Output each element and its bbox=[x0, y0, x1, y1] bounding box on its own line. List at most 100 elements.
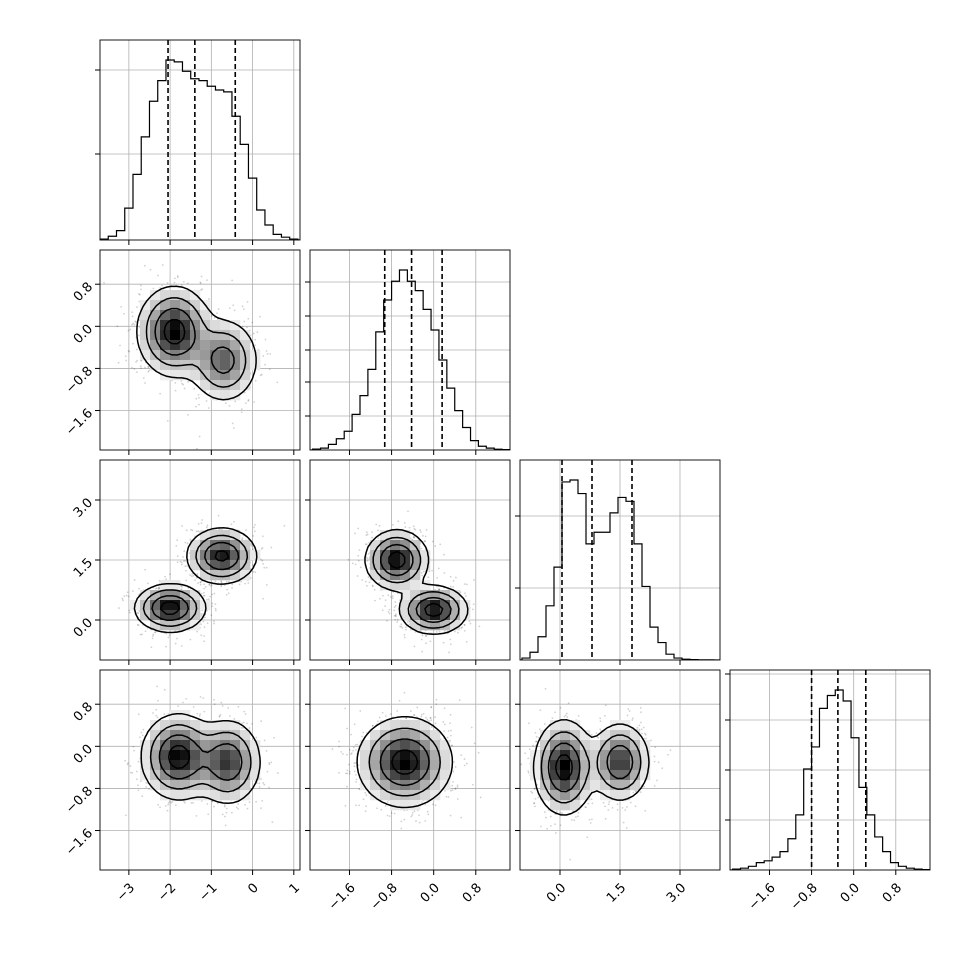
sample-point bbox=[357, 527, 360, 530]
sample-point bbox=[269, 353, 272, 355]
sample-point bbox=[157, 803, 160, 806]
sample-point bbox=[218, 715, 221, 718]
density-cell bbox=[220, 560, 231, 571]
density-cell bbox=[230, 340, 241, 351]
sample-point bbox=[197, 522, 200, 525]
sample-point bbox=[154, 631, 156, 634]
sample-point bbox=[147, 365, 150, 368]
sample-point bbox=[155, 587, 158, 589]
density-cell bbox=[140, 340, 151, 351]
density-cell bbox=[210, 390, 221, 401]
sample-point bbox=[394, 601, 397, 603]
sample-point bbox=[249, 577, 252, 579]
density-cell bbox=[190, 550, 201, 561]
density-cell bbox=[420, 550, 431, 561]
contour-line bbox=[159, 550, 230, 616]
panel-grid bbox=[305, 460, 510, 665]
sample-point bbox=[198, 403, 200, 406]
sample-point bbox=[138, 293, 140, 295]
sample-point bbox=[132, 342, 134, 345]
sample-point bbox=[181, 525, 183, 527]
sample-point bbox=[156, 716, 159, 719]
sample-point bbox=[123, 312, 125, 315]
sample-point bbox=[159, 392, 162, 395]
sample-point bbox=[473, 579, 475, 581]
density-cell bbox=[240, 330, 251, 341]
sample-point bbox=[252, 535, 255, 537]
sample-point bbox=[378, 524, 381, 527]
sample-point bbox=[144, 630, 147, 633]
sample-point bbox=[364, 580, 367, 583]
sample-point bbox=[203, 635, 205, 637]
sample-point bbox=[158, 579, 161, 582]
sample-point bbox=[192, 706, 195, 708]
sample-point bbox=[127, 762, 130, 764]
density-cell bbox=[150, 310, 161, 321]
sample-point bbox=[123, 595, 126, 597]
contour-line bbox=[380, 543, 452, 624]
density-cell bbox=[410, 610, 421, 621]
sample-point bbox=[122, 599, 124, 602]
sample-point bbox=[387, 610, 390, 613]
sample-point bbox=[207, 407, 210, 409]
sample-point bbox=[185, 529, 188, 532]
sample-point bbox=[152, 287, 155, 290]
density-cell bbox=[190, 340, 201, 351]
sample-point bbox=[443, 630, 446, 632]
density-cell bbox=[150, 360, 161, 371]
sample-point bbox=[152, 635, 154, 637]
sample-point bbox=[368, 557, 371, 560]
density-cell bbox=[460, 610, 471, 621]
density-cell bbox=[160, 590, 171, 601]
sample-point bbox=[140, 731, 143, 734]
sample-point bbox=[244, 402, 247, 405]
contour-line bbox=[133, 527, 258, 634]
sample-point bbox=[463, 624, 466, 626]
sample-point bbox=[126, 591, 129, 594]
sample-point bbox=[190, 528, 192, 531]
density-cell bbox=[220, 550, 231, 561]
density-cell bbox=[230, 350, 241, 361]
sample-point bbox=[137, 612, 140, 615]
sample-point bbox=[210, 614, 213, 617]
density-cell bbox=[220, 540, 231, 551]
sample-point bbox=[242, 308, 245, 310]
sample-point bbox=[231, 422, 234, 425]
sample-point bbox=[408, 526, 411, 529]
sample-point bbox=[243, 391, 246, 394]
sample-point bbox=[182, 383, 185, 386]
sample-point bbox=[244, 582, 247, 585]
sample-point bbox=[183, 550, 186, 553]
sample-point bbox=[260, 548, 263, 550]
sample-point bbox=[135, 361, 137, 363]
sample-point bbox=[262, 355, 265, 357]
sample-point bbox=[161, 284, 163, 287]
density-cell bbox=[180, 320, 191, 331]
sample-point bbox=[438, 588, 441, 591]
density-cell bbox=[170, 290, 181, 301]
density-cell bbox=[400, 600, 411, 611]
panel-grid bbox=[305, 250, 510, 455]
sample-point bbox=[165, 578, 167, 581]
sample-point bbox=[241, 722, 244, 725]
sample-point bbox=[423, 540, 426, 543]
sample-point bbox=[167, 636, 170, 639]
density-cell bbox=[450, 600, 461, 611]
sample-point bbox=[399, 625, 402, 628]
sample-point bbox=[394, 604, 397, 607]
density-cell bbox=[440, 610, 451, 621]
density-cell bbox=[370, 570, 381, 581]
density-cell bbox=[220, 320, 231, 331]
sample-point bbox=[206, 279, 208, 282]
sample-point bbox=[124, 814, 127, 817]
density-cell bbox=[450, 610, 461, 621]
sample-point bbox=[264, 338, 267, 341]
sample-point bbox=[185, 569, 187, 572]
sample-point bbox=[365, 534, 368, 537]
density-cell bbox=[460, 600, 471, 611]
sample-point bbox=[252, 570, 255, 573]
sample-point bbox=[136, 306, 138, 308]
sample-point bbox=[359, 566, 362, 569]
sample-point bbox=[133, 323, 136, 326]
sample-point bbox=[437, 567, 440, 570]
